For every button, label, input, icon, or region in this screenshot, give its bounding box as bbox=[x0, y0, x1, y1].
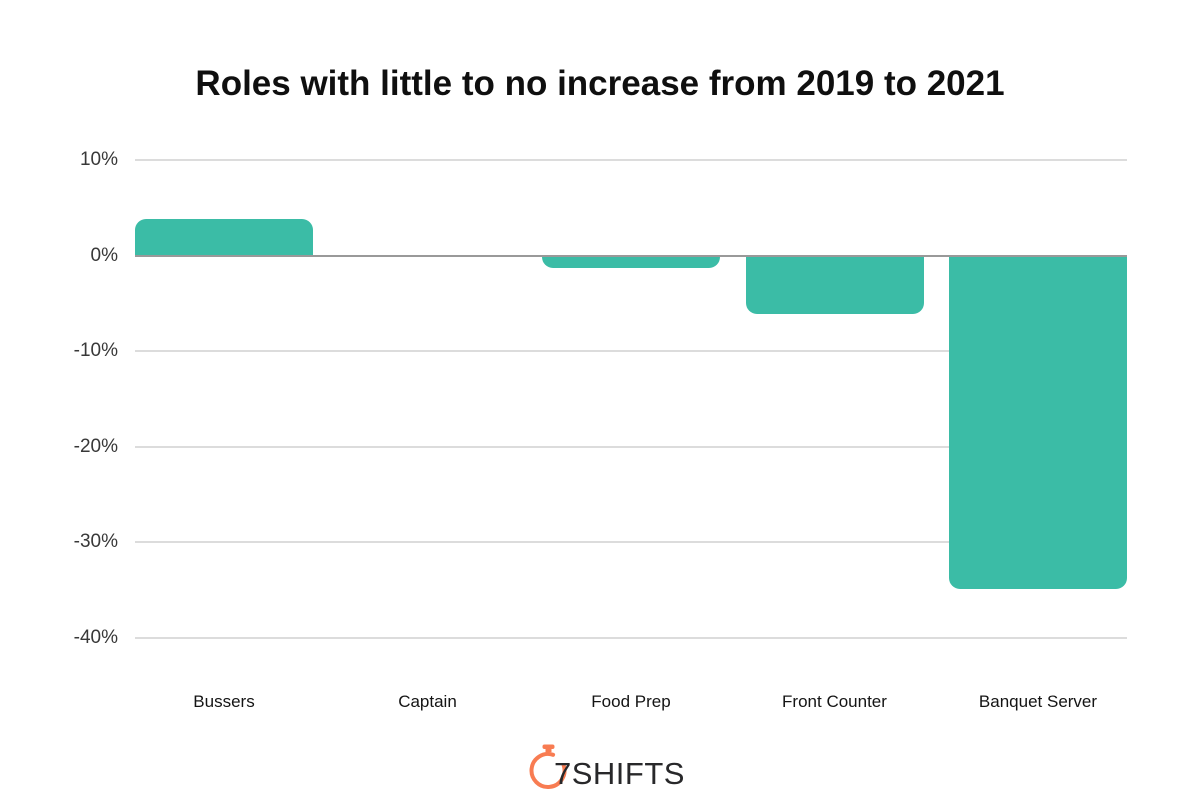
x-axis-label-banquet-server: Banquet Server bbox=[978, 692, 1098, 711]
x-axis-label-food-prep: Food Prep bbox=[591, 692, 671, 711]
gridline bbox=[135, 636, 1127, 639]
bar-front-counter bbox=[745, 255, 924, 314]
gridline bbox=[135, 445, 1127, 448]
gridline bbox=[135, 159, 1127, 161]
x-axis-label-front-counter: Front Counter bbox=[782, 692, 887, 711]
y-tick-label--30-: -30% bbox=[73, 531, 118, 552]
bar-food-prep bbox=[542, 255, 720, 268]
stopwatch-icon bbox=[529, 744, 567, 789]
x-axis-label-captain: Captain bbox=[398, 692, 457, 711]
gridline bbox=[135, 350, 1127, 352]
bar-bussers bbox=[135, 219, 313, 256]
y-tick-label-0-: 0% bbox=[90, 244, 118, 266]
chart-title: Roles with little to no increase from 20… bbox=[195, 64, 1005, 103]
brand-logo-text: 7SHIFTS bbox=[554, 756, 685, 791]
gridline bbox=[135, 541, 1127, 543]
x-axis-label-bussers: Bussers bbox=[193, 692, 255, 711]
zero-line bbox=[135, 254, 1127, 257]
bar-banquet-server bbox=[949, 255, 1127, 589]
y-tick-label--10-: -10% bbox=[73, 340, 118, 361]
y-tick-label--20-: -20% bbox=[73, 435, 118, 457]
y-tick-label-10-: 10% bbox=[79, 149, 118, 170]
y-tick-label--40-: -40% bbox=[73, 626, 118, 648]
brand-logo: 7SHIFTS bbox=[529, 744, 699, 794]
